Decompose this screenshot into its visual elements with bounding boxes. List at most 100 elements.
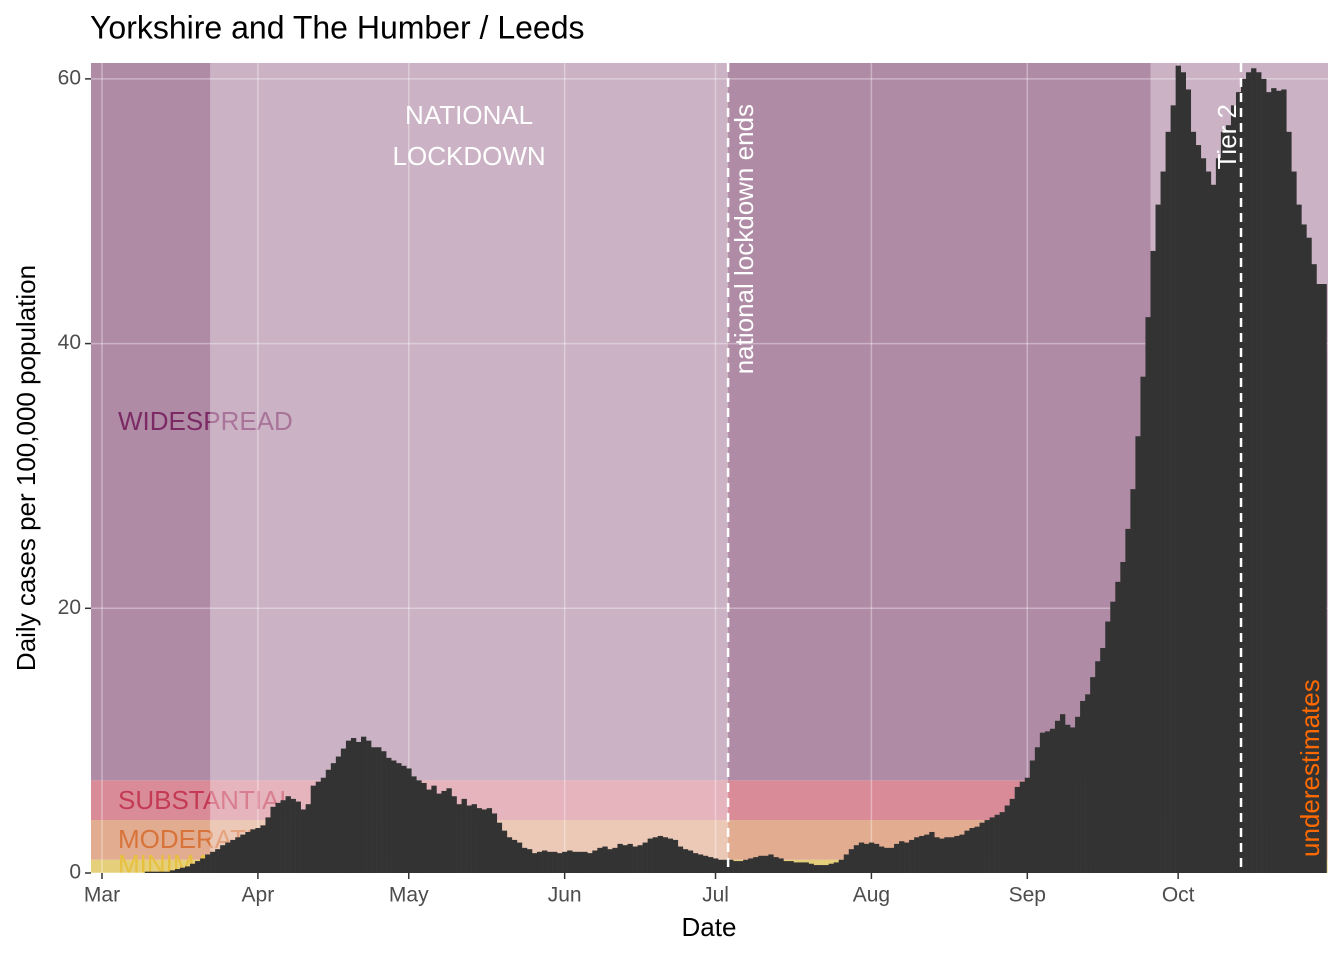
y-tick-label: 0	[69, 861, 81, 884]
x-tick-label: May	[389, 884, 429, 907]
bar	[396, 763, 402, 873]
bar	[969, 828, 975, 873]
bar	[184, 866, 191, 873]
bar	[245, 831, 251, 873]
bar	[260, 825, 266, 873]
period-label: LOCKDOWN	[393, 141, 546, 171]
bar	[411, 776, 417, 873]
bar	[1185, 89, 1192, 874]
bar	[169, 870, 176, 873]
bar	[335, 756, 342, 873]
bar	[1230, 105, 1237, 873]
bar	[1049, 728, 1056, 873]
bar	[919, 835, 925, 873]
bar	[778, 858, 784, 873]
bar	[587, 853, 593, 873]
bar	[1281, 89, 1287, 874]
bar	[290, 798, 296, 873]
bar	[446, 788, 452, 873]
bar	[1251, 68, 1257, 873]
bar	[391, 760, 397, 873]
bar	[1291, 171, 1297, 873]
bar	[1120, 561, 1126, 873]
bar	[878, 846, 885, 873]
bar	[486, 808, 493, 873]
bar	[728, 859, 734, 873]
band-label: SUBSTANTIAL	[118, 785, 294, 815]
bar	[210, 851, 216, 873]
period-label: NATIONAL	[405, 100, 533, 130]
bar	[899, 841, 905, 873]
bar	[677, 846, 684, 873]
bar	[1024, 777, 1031, 873]
bar	[1059, 714, 1066, 873]
event-label: Tier 2	[1212, 104, 1242, 170]
bar	[501, 830, 508, 873]
bar	[1180, 72, 1186, 873]
bar	[1261, 78, 1267, 874]
bar	[466, 805, 472, 873]
bar	[179, 867, 186, 873]
bar	[305, 804, 312, 873]
bar	[159, 871, 166, 873]
bar	[853, 845, 860, 873]
bar	[592, 850, 598, 873]
bar	[496, 822, 503, 873]
bar	[174, 869, 181, 873]
bar	[516, 842, 523, 873]
bar	[154, 871, 161, 873]
bar	[1039, 732, 1046, 873]
bar	[1034, 747, 1041, 873]
bar	[190, 863, 196, 873]
bar	[944, 837, 950, 873]
bar	[250, 829, 256, 873]
bar	[723, 859, 729, 873]
bar	[687, 850, 694, 873]
bar	[552, 851, 558, 873]
bar	[924, 834, 930, 873]
bar	[542, 850, 548, 873]
bar	[1316, 284, 1322, 873]
bar	[1220, 131, 1227, 873]
bar	[909, 839, 915, 873]
bar	[833, 862, 840, 873]
bar	[1170, 105, 1176, 873]
bar	[889, 847, 895, 873]
bar	[1125, 528, 1131, 873]
bar	[1070, 727, 1076, 873]
bar	[265, 817, 271, 873]
bar	[883, 847, 890, 873]
bar	[974, 826, 980, 873]
bar	[858, 842, 865, 873]
bar	[617, 843, 623, 873]
bar	[1175, 65, 1181, 874]
bar	[637, 845, 643, 873]
bar	[934, 837, 940, 873]
bar	[863, 843, 870, 873]
bar	[461, 798, 467, 873]
bar	[1065, 724, 1071, 873]
bar	[1321, 284, 1327, 873]
bar	[733, 861, 739, 873]
bar	[1306, 237, 1312, 874]
bar	[557, 853, 563, 873]
bar	[788, 861, 794, 873]
bar	[868, 842, 875, 873]
bar	[743, 859, 749, 873]
bar	[642, 842, 648, 873]
bar	[386, 757, 392, 873]
bar	[235, 837, 241, 873]
chart-title: Yorkshire and The Humber / Leeds	[90, 9, 585, 45]
bar	[758, 855, 764, 873]
bar	[1246, 72, 1252, 873]
bar	[1266, 92, 1272, 873]
bar	[1145, 317, 1151, 873]
bar	[416, 780, 422, 873]
bar	[793, 862, 799, 873]
bar	[1100, 648, 1106, 873]
x-tick-label: Sep	[1009, 884, 1046, 907]
bar	[451, 796, 457, 873]
x-tick-label: Mar	[84, 884, 120, 907]
bar	[506, 837, 513, 873]
bar	[205, 854, 211, 873]
